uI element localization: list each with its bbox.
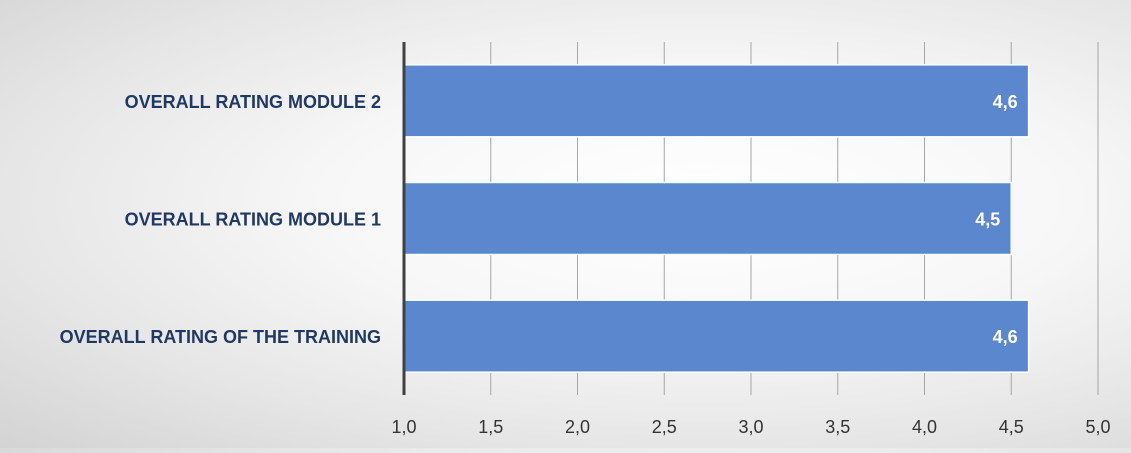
category-label: OVERALL RATING MODULE 2 [125, 92, 381, 112]
category-label: OVERALL RATING OF THE TRAINING [60, 327, 381, 347]
bar [404, 65, 1029, 137]
x-tick-label: 5,0 [1085, 417, 1110, 437]
bar [404, 183, 1011, 255]
data-label: 4,6 [993, 92, 1018, 112]
x-tick-label: 2,5 [652, 417, 677, 437]
x-tick-label: 1,0 [391, 417, 416, 437]
data-label: 4,6 [993, 327, 1018, 347]
x-tick-label: 4,0 [912, 417, 937, 437]
x-tick-label: 3,0 [738, 417, 763, 437]
x-tick-label: 4,5 [999, 417, 1024, 437]
bars [404, 65, 1029, 372]
x-tick-label: 1,5 [478, 417, 503, 437]
x-tick-label: 3,5 [825, 417, 850, 437]
labels: 1,0 1,5 2,0 2,5 3,0 3,5 4,0 4,5 5,0 4,6 OVERALL RA… [60, 92, 1111, 437]
data-label: 4,5 [975, 210, 1000, 230]
bar [404, 300, 1029, 372]
x-tick-label: 2,0 [565, 417, 590, 437]
category-label: OVERALL RATING MODULE 1 [125, 210, 381, 230]
